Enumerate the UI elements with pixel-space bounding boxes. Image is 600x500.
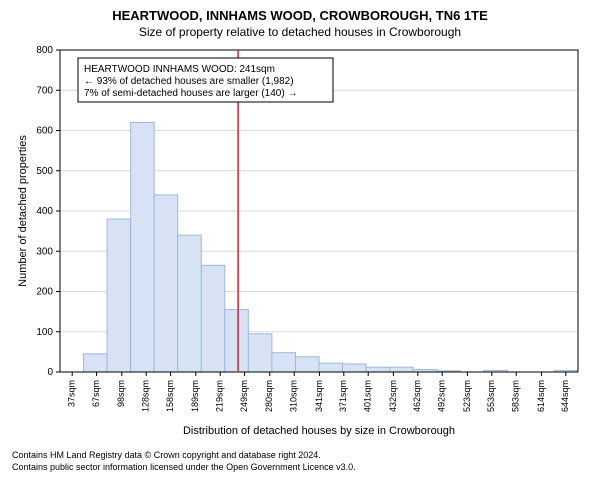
svg-text:500: 500 (36, 166, 53, 177)
svg-text:462sqm: 462sqm (412, 380, 422, 412)
svg-text:158sqm: 158sqm (165, 380, 175, 412)
chart-title: HEARTWOOD, INNHAMS WOOD, CROWBOROUGH, TN… (12, 8, 588, 25)
svg-text:371sqm: 371sqm (338, 380, 348, 412)
svg-text:600: 600 (36, 126, 53, 137)
svg-text:128sqm: 128sqm (141, 380, 151, 412)
svg-text:100: 100 (36, 327, 53, 338)
svg-text:800: 800 (36, 45, 53, 56)
y-axis-label: Number of detached properties (17, 135, 29, 287)
svg-text:614sqm: 614sqm (536, 380, 546, 412)
svg-text:644sqm: 644sqm (560, 380, 570, 412)
chart-footer: Contains HM Land Registry data © Crown c… (12, 450, 588, 473)
svg-text:553sqm: 553sqm (486, 380, 496, 412)
svg-text:7% of semi-detached houses are: 7% of semi-detached houses are larger (1… (84, 88, 297, 99)
svg-text:67sqm: 67sqm (91, 380, 101, 407)
svg-text:300: 300 (36, 247, 53, 258)
svg-text:280sqm: 280sqm (264, 380, 274, 412)
svg-text:200: 200 (36, 287, 53, 298)
svg-text:432sqm: 432sqm (388, 380, 398, 412)
svg-text:400: 400 (36, 206, 53, 217)
chart-subtitle: Size of property relative to detached ho… (12, 25, 588, 41)
footer-line-2: Contains public sector information licen… (12, 462, 588, 473)
svg-text:492sqm: 492sqm (437, 380, 447, 412)
svg-text:310sqm: 310sqm (289, 380, 299, 412)
svg-text:HEARTWOOD INNHAMS WOOD: 241sqm: HEARTWOOD INNHAMS WOOD: 241sqm (84, 64, 275, 75)
svg-text:0: 0 (47, 367, 53, 378)
svg-text:523sqm: 523sqm (462, 380, 472, 412)
chart-container: HEARTWOOD, INNHAMS WOOD, CROWBOROUGH, TN… (0, 0, 600, 500)
svg-text:98sqm: 98sqm (116, 380, 126, 407)
svg-text:401sqm: 401sqm (363, 380, 373, 412)
footer-line-1: Contains HM Land Registry data © Crown c… (12, 450, 588, 461)
svg-text:189sqm: 189sqm (190, 380, 200, 412)
chart-plot-area: 0 100 200 300 400 500 600 700 800 37sqm 67sqm 98sqm… (12, 44, 588, 444)
svg-text:219sqm: 219sqm (215, 380, 225, 412)
svg-text:249sqm: 249sqm (239, 380, 249, 412)
svg-text:← 93% of detached houses are s: ← 93% of detached houses are smaller (1,… (84, 76, 294, 87)
svg-text:341sqm: 341sqm (314, 380, 324, 412)
svg-text:700: 700 (36, 86, 53, 97)
chart-svg: 0 100 200 300 400 500 600 700 800 37sqm 67sqm 98sqm… (12, 44, 588, 444)
svg-text:37sqm: 37sqm (67, 380, 77, 407)
svg-text:583sqm: 583sqm (511, 380, 521, 412)
x-axis-label: Distribution of detached houses by size … (183, 425, 455, 437)
